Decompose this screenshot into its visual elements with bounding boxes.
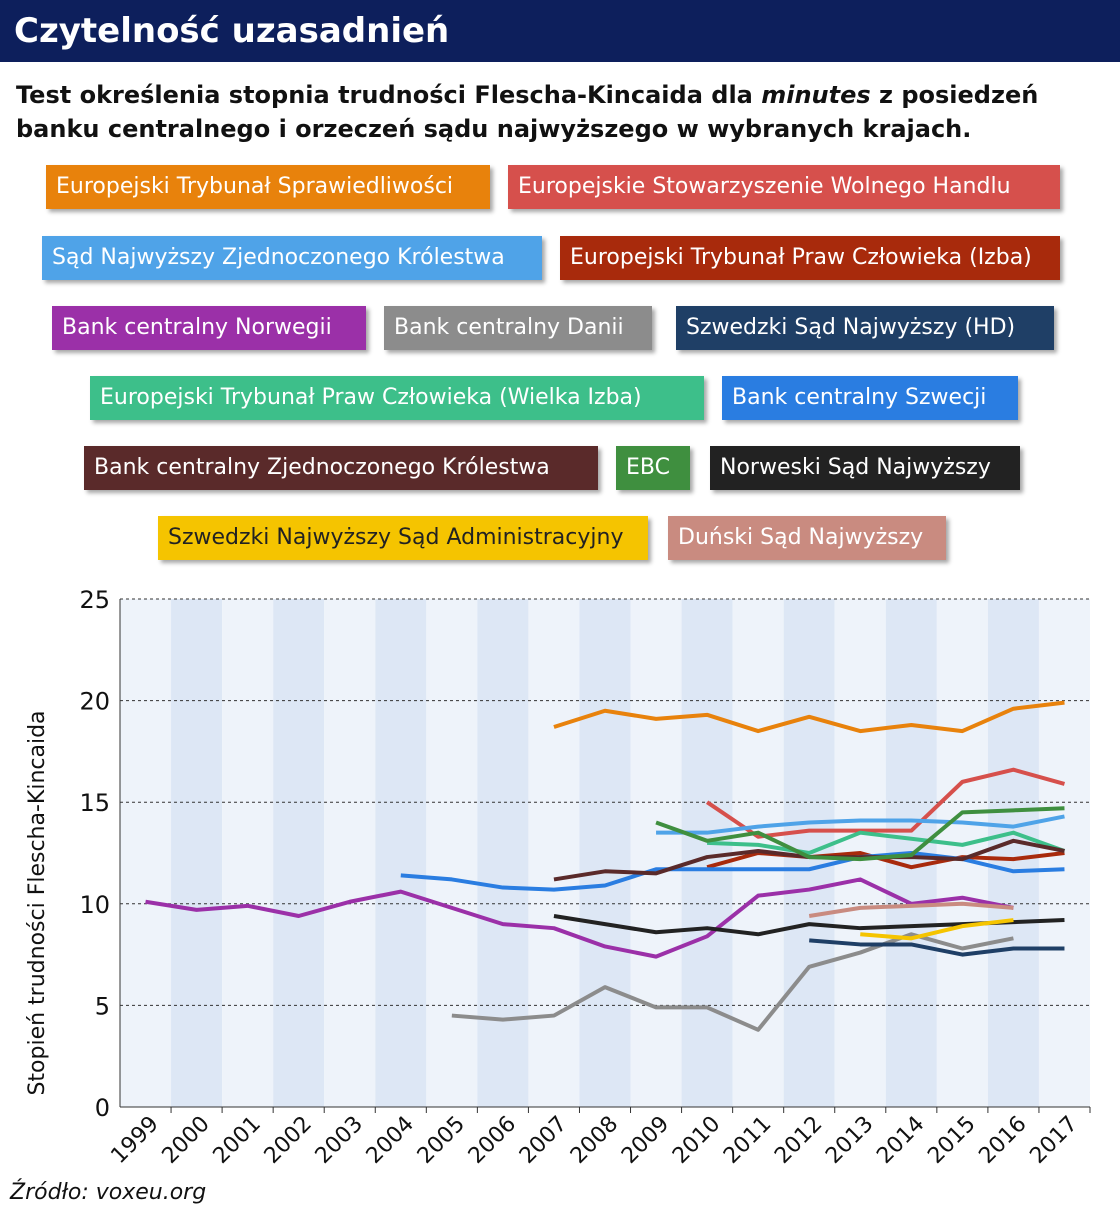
series-line bbox=[655, 806, 1065, 862]
x-tick-label: 2004 bbox=[362, 1112, 419, 1169]
x-tick-label: 2011 bbox=[719, 1112, 776, 1169]
source: Źródło: voxeu.org bbox=[10, 1180, 207, 1205]
x-tick-label: 2001 bbox=[209, 1112, 266, 1169]
series-line bbox=[145, 877, 1014, 959]
y-tick-label: 10 bbox=[79, 891, 110, 919]
band bbox=[375, 599, 427, 1107]
band bbox=[171, 599, 223, 1107]
x-tick-label: 2003 bbox=[311, 1112, 368, 1169]
x-tick-label: 2010 bbox=[668, 1112, 725, 1169]
subtitle-text: Test określenia stopnia trudności Flesch… bbox=[16, 81, 762, 109]
band bbox=[579, 599, 631, 1107]
series-line bbox=[860, 918, 1014, 941]
subtitle: Test określenia stopnia trudności Flesch… bbox=[16, 78, 1086, 146]
y-tick-label: 20 bbox=[79, 688, 110, 716]
legend-entry: Bank centralny Zjednoczonego Królestwa bbox=[84, 446, 598, 490]
legend-entry: Bank centralny Norwegii bbox=[52, 306, 366, 350]
legend-entry: Duński Sąd Najwyższy bbox=[668, 516, 946, 560]
band bbox=[324, 599, 376, 1107]
y-tick-label: 5 bbox=[95, 992, 110, 1020]
legend-entry: Bank centralny Danii bbox=[384, 306, 652, 350]
x-tick-label: 2007 bbox=[515, 1112, 572, 1169]
legend-entry: EBC bbox=[616, 446, 690, 490]
x-tick-label: 2014 bbox=[872, 1112, 929, 1169]
x-tick-label: 2006 bbox=[464, 1112, 521, 1169]
band bbox=[681, 599, 733, 1107]
x-tick-label: 2013 bbox=[821, 1112, 878, 1169]
band bbox=[528, 599, 580, 1107]
band bbox=[222, 599, 274, 1107]
band bbox=[477, 599, 529, 1107]
x-tick-label: 1999 bbox=[106, 1112, 163, 1169]
y-tick-label: 15 bbox=[79, 789, 110, 817]
y-tick-label: 0 bbox=[95, 1094, 110, 1122]
band bbox=[120, 599, 172, 1107]
series-line bbox=[553, 700, 1065, 734]
y-axis-label: Stopień trudności Flescha-Kincaida bbox=[25, 710, 50, 1095]
band bbox=[273, 599, 325, 1107]
legend-entry: Norweski Sąd Najwyższy bbox=[710, 446, 1020, 490]
legend-entry: Sąd Najwyższy Zjednoczonego Królestwa bbox=[42, 236, 542, 280]
y-tick-label: 25 bbox=[79, 586, 110, 614]
legend-entry: Europejskie Stowarzyszenie Wolnego Handl… bbox=[508, 165, 1060, 209]
band bbox=[630, 599, 682, 1107]
legend-entry: Europejski Trybunał Praw Człowieka (Wiel… bbox=[90, 376, 704, 420]
x-tick-label: 2000 bbox=[158, 1112, 215, 1169]
subtitle-text: minutes bbox=[761, 81, 871, 109]
series-line bbox=[656, 814, 1065, 835]
x-tick-label: 2015 bbox=[923, 1112, 980, 1169]
legend-entry: Bank centralny Szwecji bbox=[722, 376, 1018, 420]
x-tick-label: 2002 bbox=[260, 1112, 317, 1169]
x-tick-label: 2005 bbox=[413, 1112, 470, 1169]
series-line bbox=[808, 901, 1014, 918]
x-tick-label: 2008 bbox=[566, 1112, 623, 1169]
legend-entry: Europejski Trybunał Sprawiedliwości bbox=[46, 165, 490, 209]
chart-title: Czytelność uzasadnień bbox=[0, 0, 1120, 62]
x-tick-label: 2017 bbox=[1025, 1112, 1082, 1169]
x-tick-label: 2009 bbox=[617, 1112, 674, 1169]
series-line bbox=[809, 938, 1065, 957]
legend-entry: Szwedzki Najwyższy Sąd Administracyjny bbox=[158, 516, 648, 560]
band bbox=[987, 599, 1039, 1107]
series-line bbox=[707, 830, 1066, 855]
legend-entry: Europejski Trybunał Praw Człowieka (Izba… bbox=[560, 236, 1060, 280]
x-tick-label: 2012 bbox=[770, 1112, 827, 1169]
legend-entry: Szwedzki Sąd Najwyższy (HD) bbox=[676, 306, 1054, 350]
x-tick-label: 2016 bbox=[974, 1112, 1031, 1169]
subtitle-text: z posiedzeń banku centralnego i orzeczeń… bbox=[16, 81, 1039, 143]
band bbox=[426, 599, 478, 1107]
